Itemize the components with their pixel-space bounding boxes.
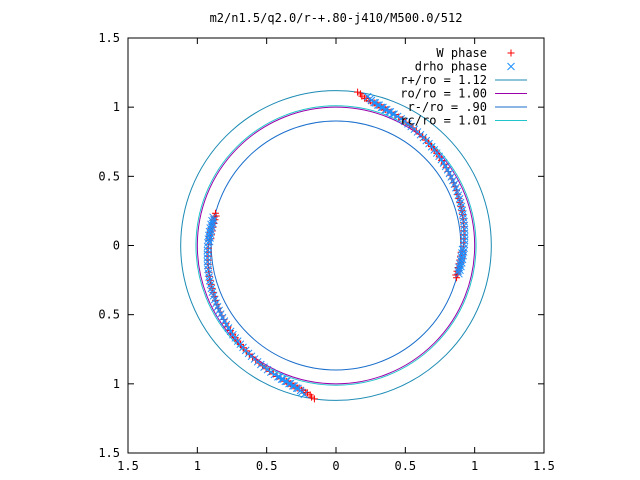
drho-phase-point — [229, 330, 237, 339]
drho-phase-point — [432, 149, 441, 157]
w-phase-point — [354, 88, 362, 96]
y-tick-label: 1 — [113, 100, 120, 114]
drho-phase-point — [460, 225, 469, 234]
drho-phase-point — [203, 257, 212, 266]
reference-circles — [180, 90, 492, 401]
drho-phase-point — [209, 213, 217, 222]
y-tick-label: 1.5 — [98, 446, 120, 460]
x-tick-label: 1 — [194, 459, 201, 473]
circle-rc — [195, 105, 477, 386]
x-tick-label: 1.5 — [533, 459, 555, 473]
drho-phase-point — [381, 105, 390, 114]
drho-phase-point — [274, 373, 282, 381]
drho-phase-point — [373, 101, 382, 109]
drho-phase-point — [430, 146, 439, 154]
legend-marker-sample — [507, 49, 515, 57]
drho-phase-point — [263, 365, 272, 374]
y-tick-label: 0 — [113, 239, 120, 253]
circle-ro — [196, 106, 476, 385]
legend-label: ro/ro = 1.00 — [400, 87, 487, 101]
chart-title: m2/n1.5/q2.0/r-+.80-j410/M500.0/512 — [210, 11, 463, 25]
drho-phase-point — [435, 152, 443, 161]
drho-phase-point — [279, 375, 287, 383]
drho-phase-point — [460, 229, 469, 237]
legend-label: rc/ro = 1.01 — [400, 114, 487, 128]
drho-phase-point — [222, 320, 231, 329]
y-tick-label: 1 — [113, 377, 120, 391]
circle-r — [210, 120, 462, 371]
drho-phase-point — [224, 324, 233, 332]
drho-phase-point — [385, 108, 393, 116]
circle-r — [180, 90, 492, 401]
drho-phase-point — [439, 159, 448, 167]
drho-phase-point — [233, 337, 242, 345]
drho-phase-point — [455, 269, 463, 278]
ticks: 1.5 1 0.5 0 0.5 1 1.51.510.500.511.5 — [98, 31, 555, 473]
x-tick-label: 1 — [471, 459, 478, 473]
drho-phase-point — [282, 377, 291, 386]
drho-phase-point — [437, 155, 446, 164]
drho-phase-point — [390, 110, 398, 118]
legend-label: drho phase — [415, 60, 487, 74]
drho-phase-point — [270, 370, 279, 379]
drho-phase-point — [400, 117, 409, 126]
x-tick-label: 0 — [332, 459, 339, 473]
drho-phase-point — [266, 368, 275, 377]
legend-label: r+/ro = 1.12 — [400, 73, 487, 87]
drho-phase-point — [377, 103, 386, 112]
y-tick-label: 1.5 — [98, 31, 120, 45]
drho-phase-point — [397, 114, 406, 123]
legend-label: r-/ro = .90 — [408, 100, 487, 114]
x-tick-label: 0.5 — [256, 459, 278, 473]
legend-marker-sample — [507, 62, 515, 71]
drho-phase-point — [290, 382, 299, 390]
x-tick-label: 1.5 — [117, 459, 139, 473]
y-tick-label: 0.5 — [98, 308, 120, 322]
y-tick-label: 0.5 — [98, 169, 120, 183]
drho-phase-point — [286, 379, 295, 388]
drho-phase-point — [441, 162, 450, 171]
drho-phase-point — [203, 250, 212, 258]
phase-points — [203, 88, 469, 403]
drho-phase-point — [370, 98, 378, 107]
drho-phase-point — [210, 216, 218, 224]
drho-phase-point — [231, 334, 240, 342]
drho-phase-point — [454, 267, 462, 275]
drho-phase-point — [393, 112, 402, 121]
drho-phase-point — [388, 110, 397, 119]
x-tick-label: 0.5 — [394, 459, 416, 473]
drho-phase-point — [226, 327, 235, 336]
w-phase-point — [310, 395, 318, 403]
drho-phase-point — [460, 233, 469, 241]
legend-label: W phase — [436, 46, 487, 60]
drho-phase-point — [275, 372, 284, 381]
drho-phase-point — [294, 384, 302, 393]
drho-phase-point — [203, 254, 212, 262]
